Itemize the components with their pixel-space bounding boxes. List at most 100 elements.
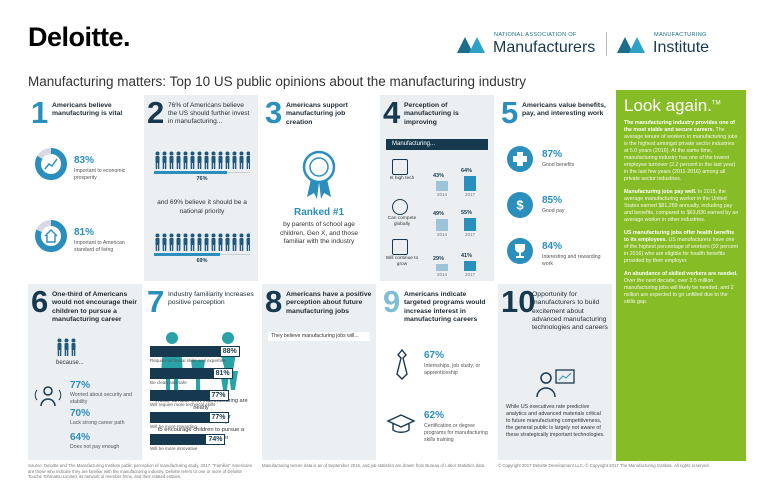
- path: [558, 372, 572, 381]
- bar-label: 81%: [213, 369, 232, 378]
- bar-label: 77%: [209, 413, 228, 422]
- bar: 77%: [150, 412, 229, 423]
- sidebar: Look again.TM The manufacturing industry…: [616, 90, 746, 461]
- circle: [507, 192, 533, 218]
- panel-heading: Americans have a positive perception abo…: [286, 291, 372, 315]
- share-bar: [154, 171, 227, 174]
- panel: 6 One-third of Americans would not encou…: [28, 284, 142, 460]
- rect: [154, 233, 250, 251]
- panel-number: 5: [501, 95, 519, 130]
- path: [469, 37, 485, 53]
- panel: 8 Americans have a positive perception a…: [262, 284, 376, 460]
- stat-text: Interesting and rewarding work: [542, 254, 601, 267]
- path: [515, 244, 525, 258]
- panel-text: and 69% believe it should be a national …: [157, 199, 247, 215]
- stat-value: 84%: [542, 241, 563, 252]
- mi-mark: [617, 37, 645, 53]
- nam-mark: [457, 37, 485, 53]
- bar-label: 55%: [461, 209, 473, 216]
- page-title: Manufacturing matters: Top 10 US public …: [28, 74, 527, 89]
- stat-value: 64%: [70, 432, 91, 443]
- deloitte-logo: Deloitte.: [28, 22, 131, 52]
- panel-number: 3: [265, 95, 283, 130]
- tie-icon: [396, 348, 408, 380]
- row-text: Is high tech: [389, 176, 415, 181]
- panel: 1 Americans believe manufacturing is vit…: [28, 95, 142, 281]
- panel: 2 76% of Americans believe the US should…: [144, 95, 258, 281]
- circle: [309, 157, 329, 177]
- path: [44, 229, 58, 243]
- bar: 49%: [433, 211, 448, 231]
- rect: [56, 338, 78, 356]
- sidebar-title: Look again.TM: [624, 96, 721, 116]
- panel-number: 10: [501, 284, 536, 319]
- stat-value: 81%: [74, 227, 95, 238]
- path: [307, 179, 331, 199]
- stat-text: Important to American standard of living: [74, 240, 125, 253]
- ribbon-icon: [302, 150, 336, 199]
- path: [629, 37, 645, 53]
- pictogram: [154, 233, 250, 251]
- text: $: [516, 198, 524, 213]
- stat-value: 76%: [196, 176, 208, 182]
- row-text: Can compete globally: [387, 216, 417, 227]
- pay-icon: $: [507, 192, 533, 218]
- share-bar: [154, 253, 221, 256]
- panel-number: 9: [383, 284, 401, 319]
- bar: 41%: [461, 253, 476, 271]
- panel-heading: Opportunity for manufacturers to build e…: [532, 291, 608, 332]
- path: [536, 387, 556, 398]
- circle: [43, 386, 53, 396]
- trademark: TM: [711, 100, 721, 107]
- stat-text: Good benefits: [542, 162, 575, 168]
- stat-text: Certification or degree programs for man…: [424, 423, 488, 443]
- stat-value: 85%: [542, 195, 563, 206]
- panel-number: 6: [31, 284, 49, 319]
- panel-heading: Perception of manufacturing is improving: [404, 102, 459, 126]
- year-label: 2014: [436, 272, 447, 277]
- panel: 3 Americans support manufacturing job cr…: [262, 95, 376, 281]
- row-text: Will continue to grow: [385, 256, 419, 267]
- stat-text: Important to economic prosperity: [74, 168, 126, 181]
- sidebar-block: An abundance of skilled workers are need…: [624, 271, 740, 306]
- nam-name: Manufacturers: [493, 39, 596, 56]
- bar: 77%: [150, 390, 229, 401]
- path: [457, 37, 473, 53]
- divider: [606, 32, 607, 56]
- bar: 43%: [433, 173, 448, 191]
- donut: [35, 148, 67, 180]
- year-label: 2014: [436, 232, 447, 237]
- panel-heading: Americans indicate targeted programs wou…: [404, 291, 486, 323]
- path: [617, 37, 633, 53]
- bar: 55%: [461, 210, 476, 231]
- panel-number: 4: [383, 95, 401, 130]
- path: [44, 158, 58, 170]
- sidebar-block: Manufacturing jobs pay well. In 2015, th…: [624, 189, 740, 224]
- trophy-icon: [507, 238, 533, 264]
- bar-label: 41%: [461, 253, 473, 260]
- bar-text: Be clean and safe: [150, 380, 187, 385]
- sidebar-block: The manufacturing industry provides one …: [624, 120, 740, 183]
- panel-heading: Industry familiarity increases positive …: [168, 291, 254, 307]
- sidebar-bold: The manufacturing industry provides one …: [624, 120, 735, 133]
- donut-arc: [35, 148, 67, 180]
- speaker-icon: [34, 386, 62, 407]
- circle: [540, 372, 552, 384]
- panel: 9 Americans indicate targeted programs w…: [380, 284, 494, 460]
- bar: 29%: [433, 256, 448, 271]
- bar: 81%: [150, 368, 233, 379]
- stat-text: Good pay: [542, 208, 565, 214]
- people-icon: [56, 338, 78, 356]
- bar: 64%: [461, 168, 476, 191]
- sidebar-body: US manufacturers have one of the highest…: [624, 236, 738, 264]
- path: [513, 152, 527, 166]
- donut: [35, 220, 67, 252]
- stat-value: 67%: [424, 350, 445, 361]
- sidebar-body: Over the next decade, over 3.5 million m…: [624, 277, 734, 305]
- stat-text: Does not pay enough: [70, 444, 120, 450]
- panel-number: 7: [147, 284, 165, 319]
- path: [396, 348, 408, 380]
- circle: [302, 150, 336, 184]
- row-icon: [392, 239, 408, 255]
